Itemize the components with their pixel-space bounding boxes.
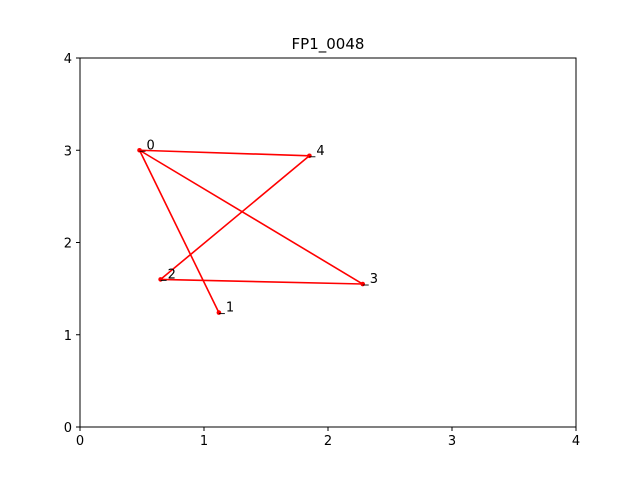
series-path: [138, 149, 364, 313]
chart-title: FP1_0048: [292, 35, 365, 54]
x-axis: 0 1 2 3 4: [76, 427, 580, 449]
point-marker: [360, 281, 366, 287]
point-marker: [307, 153, 312, 159]
point-marker: [158, 277, 163, 282]
path-segment: [160, 155, 310, 281]
point-label: 3: [370, 272, 378, 287]
y-tick-label: 0: [64, 421, 72, 436]
point-label: 4: [316, 144, 324, 159]
path-segment: [139, 149, 364, 285]
x-tick-label: 3: [448, 434, 456, 449]
plot-area: [79, 57, 577, 428]
point-label: 2: [168, 267, 176, 282]
y-tick-label: 1: [64, 329, 72, 344]
x-tick-label: 1: [200, 434, 208, 449]
path-segment: [138, 149, 220, 313]
y-axis: 0 1 2 3 4: [64, 52, 80, 436]
y-tick-label: 4: [64, 52, 72, 67]
path-segment: [160, 278, 363, 285]
series-markers: 0 1 2 3 4: [137, 138, 378, 316]
point-label: 0: [147, 138, 155, 153]
y-tick-label: 3: [64, 144, 72, 159]
y-tick-label: 2: [64, 237, 72, 252]
point-marker: [137, 147, 142, 153]
path-segment: [139, 149, 310, 157]
x-tick-label: 0: [76, 434, 84, 449]
x-tick-label: 2: [324, 434, 332, 449]
x-tick-label: 4: [572, 434, 580, 449]
point-marker: [216, 310, 222, 315]
point-label: 1: [226, 301, 234, 316]
